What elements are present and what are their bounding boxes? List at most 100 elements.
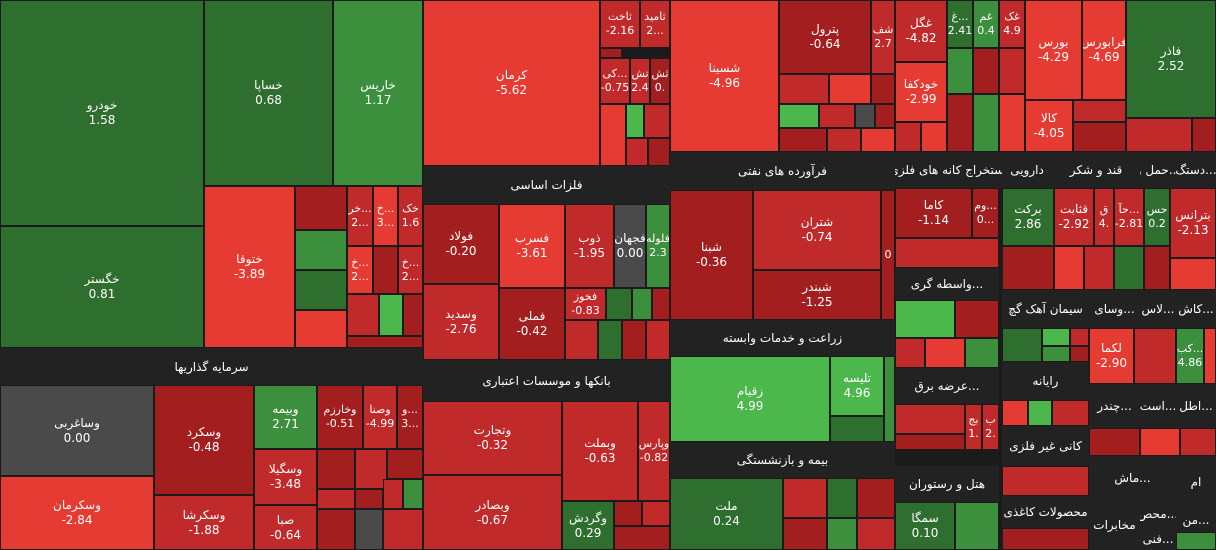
stock-tile[interactable] <box>626 104 644 138</box>
stock-tile[interactable] <box>947 94 973 152</box>
stock-tile[interactable] <box>1084 246 1114 290</box>
stock-tile[interactable] <box>1002 528 1089 550</box>
stock-tile[interactable] <box>622 320 646 360</box>
stock-tile[interactable] <box>1126 118 1192 152</box>
sector-header-vasay[interactable]: وسای... <box>1089 290 1140 328</box>
stock-tile[interactable] <box>1070 346 1089 362</box>
stock-tile-fekhoz[interactable]: فخوز -0.83 <box>565 288 606 320</box>
stock-tile-shetran[interactable]: شتران -0.74 <box>753 190 881 270</box>
stock-tile-vagardesh[interactable]: وگردش 0.29 <box>562 501 614 550</box>
stock-tile[interactable] <box>379 294 403 336</box>
stock-tile[interactable] <box>626 138 648 166</box>
stock-tile[interactable] <box>355 489 383 509</box>
stock-tile-farabourse[interactable]: فرابورس -4.69 <box>1082 0 1126 100</box>
stock-tile[interactable] <box>403 294 423 336</box>
stock-tile-vasna[interactable]: وصنا -4.99 <box>363 385 397 449</box>
stock-tile-vasaghr[interactable]: وساغربی 0.00 <box>0 385 154 476</box>
stock-tile[interactable] <box>1170 258 1216 290</box>
stock-tile[interactable] <box>1042 328 1070 346</box>
sector-header-hotel[interactable]: هتل و رستوران <box>895 466 999 502</box>
stock-tile-patrol[interactable]: پترول -0.64 <box>779 0 871 74</box>
stock-tile[interactable] <box>1054 246 1084 290</box>
stock-tile-vatejarat[interactable]: وتجارت -0.32 <box>423 401 562 475</box>
stock-tile[interactable] <box>875 104 895 128</box>
stock-tile[interactable] <box>827 518 857 550</box>
stock-tile[interactable] <box>1140 428 1180 456</box>
sector-header-arze[interactable]: عرضه برق... <box>895 368 999 404</box>
stock-tile[interactable] <box>973 48 999 94</box>
stock-tile-shebna[interactable]: شبنا -0.36 <box>670 190 753 320</box>
stock-tile[interactable] <box>965 338 999 368</box>
stock-tile[interactable] <box>1192 118 1216 152</box>
stock-tile-fajahan[interactable]: فجهان 0.00 <box>614 204 646 288</box>
stock-tile-betrans[interactable]: بترانس -2.13 <box>1170 188 1216 258</box>
stock-tile[interactable] <box>646 320 670 360</box>
stock-tile-lekma[interactable]: لکما -2.90 <box>1089 328 1134 384</box>
stock-tile-khatuga[interactable]: ختوقا -3.89 <box>204 186 295 348</box>
stock-tile-vabime[interactable]: وبیمه 2.71 <box>254 385 317 449</box>
stock-tile[interactable] <box>317 449 355 489</box>
stock-tile[interactable] <box>955 300 999 338</box>
stock-tile[interactable] <box>1002 328 1042 362</box>
stock-tile-khk2[interactable]: خ... 3... <box>373 186 398 246</box>
stock-tile-sabit[interactable]: ثاخت -2.16 <box>600 0 640 48</box>
stock-tile[interactable] <box>1028 400 1052 426</box>
stock-tile[interactable] <box>921 122 947 152</box>
sector-header-fani[interactable]: فنی... <box>1140 528 1176 550</box>
stock-tile[interactable] <box>1176 532 1216 550</box>
stock-tile-vsmall[interactable]: و... 3... <box>397 385 423 449</box>
stock-tile-tamid[interactable]: ثامید 2... <box>640 0 670 48</box>
stock-tile[interactable] <box>347 294 379 336</box>
stock-tile[interactable] <box>829 74 871 104</box>
stock-tile[interactable] <box>1114 246 1144 290</box>
sector-header-dastgah[interactable]: دستگ... <box>1176 152 1216 188</box>
stock-tile-has[interactable]: حس 0.2 <box>1144 188 1170 246</box>
stock-tile-felole[interactable]: فلوله 2.3 <box>646 204 670 288</box>
stock-tile-saba[interactable]: صبا -0.64 <box>254 505 317 550</box>
stock-tile[interactable] <box>830 416 884 442</box>
stock-tile[interactable] <box>827 128 861 152</box>
stock-tile[interactable] <box>295 310 347 348</box>
stock-tile-kama[interactable]: کاما -1.14 <box>895 188 972 238</box>
stock-tile[interactable] <box>383 479 403 509</box>
stock-tile-shx[interactable]: 0 <box>881 190 895 320</box>
stock-tile[interactable] <box>895 434 965 450</box>
stock-tile-fazar[interactable]: فاذر 2.52 <box>1126 0 1216 118</box>
stock-tile-khesapa[interactable]: خساپا 0.68 <box>204 0 333 186</box>
stock-tile-vaskerman[interactable]: وسکرمان -2.84 <box>0 476 154 550</box>
stock-tile-vaskard[interactable]: وسکرد -0.48 <box>154 385 254 495</box>
stock-tile-khk4[interactable]: خ... 2... <box>398 246 423 294</box>
stock-tile[interactable] <box>614 501 642 526</box>
stock-tile-zaghiam[interactable]: زقیام 4.99 <box>670 356 830 442</box>
sector-header-zeraat[interactable]: زراعت و خدمات وابسته <box>670 320 895 356</box>
stock-tile-bj[interactable]: بج 1. <box>965 404 982 450</box>
stock-tile-vam[interactable]: وم... 0... <box>972 188 999 238</box>
stock-tile-khak[interactable]: خک 1.6 <box>398 186 423 246</box>
stock-tile[interactable] <box>644 104 670 138</box>
sector-header-las[interactable]: لاس... <box>1140 290 1176 328</box>
stock-tile[interactable] <box>925 338 965 368</box>
stock-tile-gh2[interactable]: ق 4. <box>1094 188 1114 246</box>
stock-tile-tsh2[interactable]: ثش 0. <box>650 58 670 104</box>
stock-tile[interactable] <box>871 74 895 104</box>
stock-tile-melat[interactable]: ملت 0.24 <box>670 478 783 550</box>
sector-header-mali[interactable]: سرمایه گذاریها <box>0 348 423 385</box>
stock-tile[interactable] <box>1073 100 1126 122</box>
stock-tile[interactable] <box>1089 428 1140 456</box>
stock-tile[interactable] <box>295 230 347 270</box>
sector-header-kani[interactable]: کانی غیر فلزی <box>1002 426 1089 466</box>
stock-tile-vabesadar[interactable]: وبصادر -0.67 <box>423 475 562 550</box>
sector-header-siman[interactable]: سیمان آهک گچ <box>1002 290 1089 328</box>
stock-tile-foolad[interactable]: فولاد -0.20 <box>423 204 499 284</box>
stock-tile[interactable] <box>827 478 857 518</box>
stock-tile[interactable] <box>598 320 622 360</box>
stock-tile[interactable] <box>295 270 347 310</box>
stock-tile-barakat[interactable]: برکت 2.86 <box>1002 188 1054 246</box>
stock-tile[interactable] <box>779 128 827 152</box>
stock-tile[interactable] <box>1073 122 1126 152</box>
stock-tile[interactable] <box>387 449 423 479</box>
stock-tile-ghk[interactable]: غک 4.9 <box>999 0 1025 48</box>
stock-tile-khk1[interactable]: خر... 2... <box>347 186 373 246</box>
stock-tile[interactable] <box>819 104 855 128</box>
stock-tile-kala[interactable]: کالا -4.05 <box>1025 100 1073 152</box>
